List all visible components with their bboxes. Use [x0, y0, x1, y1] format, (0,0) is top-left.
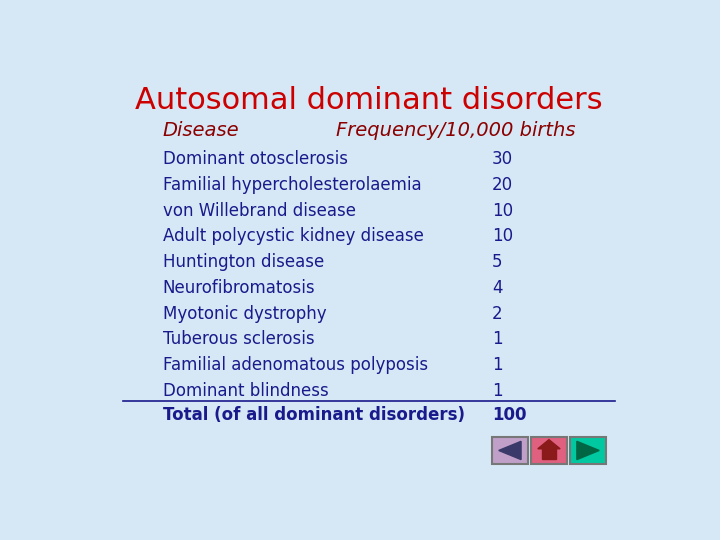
Text: 1: 1	[492, 356, 503, 374]
Text: 30: 30	[492, 150, 513, 168]
FancyBboxPatch shape	[531, 437, 567, 464]
Text: Dominant blindness: Dominant blindness	[163, 382, 328, 400]
Text: 20: 20	[492, 176, 513, 194]
Text: Frequency/10,000 births: Frequency/10,000 births	[336, 121, 575, 140]
Text: Familial hypercholesterolaemia: Familial hypercholesterolaemia	[163, 176, 421, 194]
Text: Myotonic dystrophy: Myotonic dystrophy	[163, 305, 326, 323]
Text: 10: 10	[492, 227, 513, 245]
Polygon shape	[538, 440, 560, 449]
FancyBboxPatch shape	[541, 448, 557, 459]
Polygon shape	[577, 441, 599, 460]
Text: 1: 1	[492, 382, 503, 400]
FancyBboxPatch shape	[492, 437, 528, 464]
Text: 100: 100	[492, 406, 526, 424]
Text: 4: 4	[492, 279, 503, 297]
Text: Dominant otosclerosis: Dominant otosclerosis	[163, 150, 348, 168]
Text: 1: 1	[492, 330, 503, 348]
Polygon shape	[499, 441, 521, 460]
Text: Disease: Disease	[163, 121, 239, 140]
Text: Huntington disease: Huntington disease	[163, 253, 324, 271]
Text: Tuberous sclerosis: Tuberous sclerosis	[163, 330, 314, 348]
Text: Autosomal dominant disorders: Autosomal dominant disorders	[135, 85, 603, 114]
Text: Neurofibromatosis: Neurofibromatosis	[163, 279, 315, 297]
FancyBboxPatch shape	[570, 437, 606, 464]
Text: von Willebrand disease: von Willebrand disease	[163, 201, 356, 220]
Text: Adult polycystic kidney disease: Adult polycystic kidney disease	[163, 227, 423, 245]
Text: 5: 5	[492, 253, 503, 271]
Text: Familial adenomatous polyposis: Familial adenomatous polyposis	[163, 356, 428, 374]
Text: Total (of all dominant disorders): Total (of all dominant disorders)	[163, 406, 464, 424]
Text: 2: 2	[492, 305, 503, 323]
Text: 10: 10	[492, 201, 513, 220]
